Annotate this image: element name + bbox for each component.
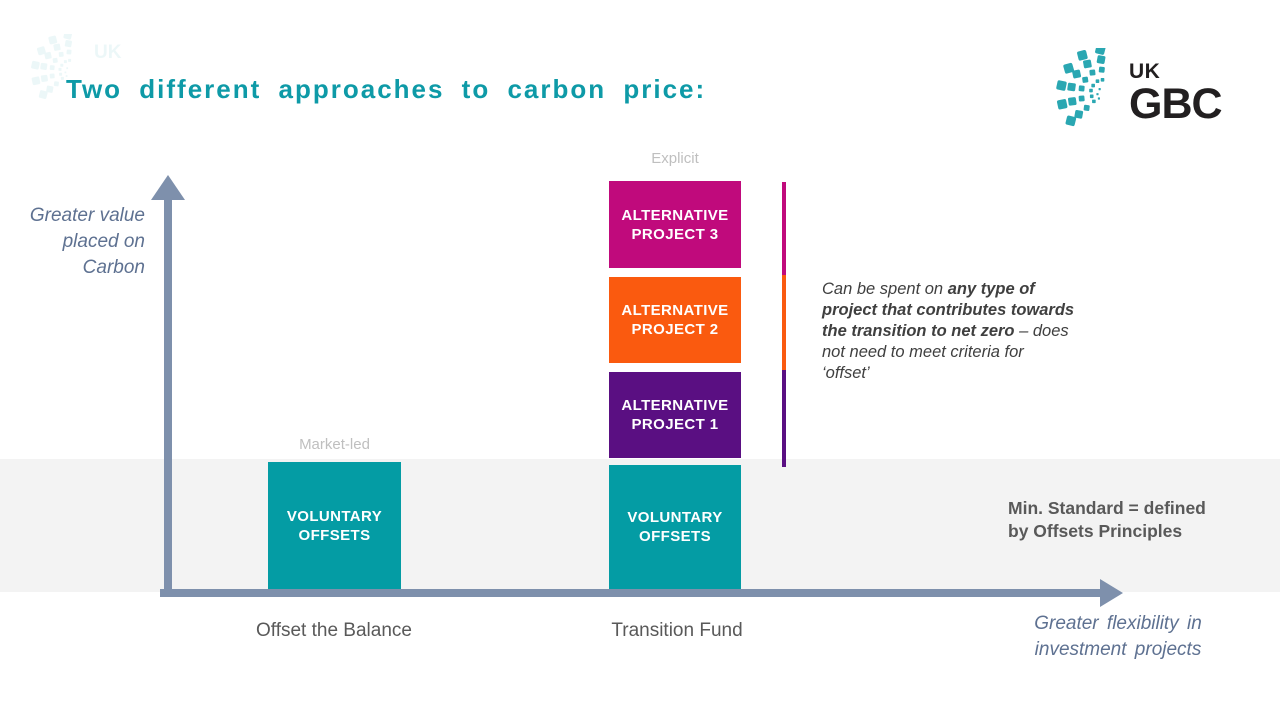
logo-uk-label: UK xyxy=(1129,60,1161,83)
block-voluntary-offsets-right: VOLUNTARY OFFSETS xyxy=(609,465,741,589)
y-axis-label: Greater value placed on Carbon xyxy=(29,205,145,278)
block-label: ALTERNATIVE PROJECT 3 xyxy=(621,206,729,243)
block-alternative-project-3: ALTERNATIVE PROJECT 3 xyxy=(609,181,741,268)
ghost-watermark-logo: UK xyxy=(30,34,121,103)
annotation-part-2-bold: any type of project that contributes tow… xyxy=(822,280,1075,340)
category-label-offset-the-balance: Offset the Balance xyxy=(256,620,412,641)
group-label-market-led: Market-led xyxy=(299,436,370,453)
ukgbc-mosaic-icon xyxy=(31,34,73,100)
annotation-part-1: Can be spent on xyxy=(822,280,948,298)
y-axis-line xyxy=(164,198,172,597)
y-axis-arrowhead-icon xyxy=(151,175,185,200)
block-alternative-project-1: ALTERNATIVE PROJECT 1 xyxy=(609,372,741,458)
ukgbc-logo: UK GBC xyxy=(1055,48,1223,131)
annotation-part-3: – does not need to meet criteria for ‘of… xyxy=(822,322,1069,382)
page-title: Two different approaches to carbon price… xyxy=(66,74,707,104)
bracket-segment-orange xyxy=(782,275,786,370)
block-label: VOLUNTARY OFFSETS xyxy=(286,507,383,544)
ukgbc-mosaic-icon xyxy=(1056,48,1106,127)
block-voluntary-offsets-left: VOLUNTARY OFFSETS xyxy=(268,462,401,589)
group-label-explicit: Explicit xyxy=(651,150,699,167)
logo-gbc-label: GBC xyxy=(1129,80,1223,128)
x-axis-label: Greater flexibility in investment projec… xyxy=(1034,613,1202,660)
category-label-transition-fund: Transition Fund xyxy=(611,620,743,641)
block-label: VOLUNTARY OFFSETS xyxy=(627,509,723,545)
ghost-uk-label: UK xyxy=(94,42,122,63)
x-axis-arrowhead-icon xyxy=(1100,579,1123,607)
block-label: ALTERNATIVE PROJECT 2 xyxy=(621,302,729,338)
min-standard-note: Min. Standard = defined by Offsets Princ… xyxy=(1008,498,1206,541)
x-axis-line xyxy=(160,589,1100,597)
bracket-segment-pink xyxy=(782,182,786,275)
block-label: ALTERNATIVE PROJECT 1 xyxy=(621,397,729,433)
ukgbc-logo-text: UK GBC xyxy=(1129,48,1223,128)
annotation-text: Can be spent on any type of project that… xyxy=(822,279,1076,384)
bracket-segment-purple xyxy=(782,370,786,467)
block-alternative-project-2: ALTERNATIVE PROJECT 2 xyxy=(609,277,741,363)
